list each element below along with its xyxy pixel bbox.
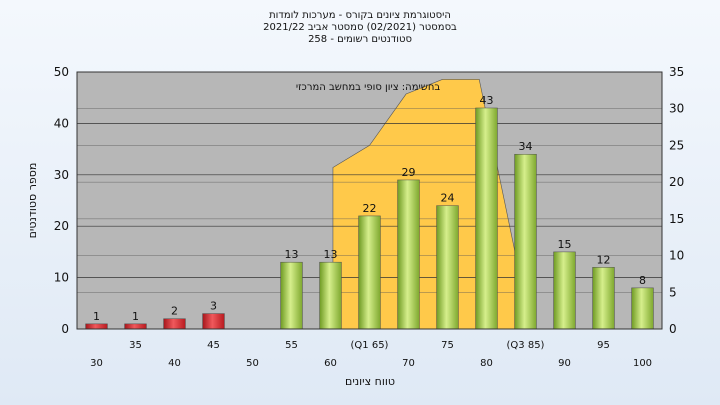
y-axis-title: מספר סטודנטים [26,163,39,239]
bar-value-label: 1 [93,310,100,323]
bar-value-label: 8 [639,274,646,287]
x-category-label: 50 [246,358,259,369]
y-tick-label: 20 [54,219,69,233]
histogram-bar [514,153,537,330]
x-category-label: 80 [480,358,493,369]
y-tick-label: 10 [54,271,69,285]
histogram-bar [319,261,342,330]
x-category-label: 30 [90,358,103,369]
x-category-label: 95 [597,340,610,351]
x-category-label: 55 [285,340,298,351]
histogram-bar [397,179,420,330]
title-line-2: בסמסטר (02/2021) סמסטר אביב 2021/22 [263,22,457,33]
x-category-label: 60 [324,358,337,369]
x-category-label: 40 [168,358,181,369]
x-category-label: 90 [558,358,571,369]
title-line-1: היסטוגרמת ציונים בקורס - מערכות לומדות [269,10,451,21]
y2-tick-label: 30 [669,102,684,116]
y2-tick-label: 10 [669,249,684,263]
y-tick-label: 30 [54,168,69,182]
bar-value-label: 12 [597,253,611,266]
histogram-bar [85,323,108,330]
histogram-bar [163,318,186,330]
y2-tick-label: 35 [669,65,684,79]
histogram-bar [436,205,459,330]
y2-tick-label: 5 [669,285,677,299]
bar-value-label: 2 [171,305,178,318]
histogram-bar [631,287,654,330]
x-category-label: 35 [129,340,142,351]
title-line-3: סטודנטים רשומים - 258 [308,34,412,45]
bar-value-label: 22 [363,202,377,215]
chart-annotation: בחשימה: ציון סופי במחשב המרכזי [296,82,441,93]
x-category-label: (Q1 65) [351,340,389,351]
histogram-bar [358,215,381,330]
bar-value-label: 43 [480,94,494,107]
bar-value-label: 3 [210,300,217,313]
y-tick-label: 0 [61,322,69,336]
bar-value-label: 13 [285,248,299,261]
bar-value-label: 1 [132,310,139,323]
y2-tick-label: 20 [669,175,684,189]
histogram-bar [280,261,303,330]
bar-value-label: 13 [324,248,338,261]
histogram-bar [475,107,498,330]
x-category-label: 70 [402,358,415,369]
histogram-bar [124,323,147,330]
y2-tick-label: 0 [669,322,677,336]
y2-tick-label: 15 [669,212,684,226]
x-axis-title: טווח ציונים [345,375,395,388]
bar-value-label: 15 [558,238,572,251]
bar-value-label: 34 [519,140,533,153]
bar-value-label: 24 [441,192,455,205]
x-category-label: (Q3 85) [507,340,545,351]
y-tick-label: 40 [54,116,69,130]
chart-title: היסטוגרמת ציונים בקורס - מערכות לומדות ב… [150,10,570,46]
y-tick-label: 50 [54,65,69,79]
histogram-bar [202,313,225,330]
x-category-label: 45 [207,340,220,351]
x-category-label: 100 [633,358,652,369]
x-category-label: 75 [441,340,454,351]
y2-tick-label: 25 [669,138,684,152]
histogram-bar [553,251,576,330]
plot-border [76,71,663,330]
histogram-bar [592,267,615,330]
bar-value-label: 29 [402,166,416,179]
